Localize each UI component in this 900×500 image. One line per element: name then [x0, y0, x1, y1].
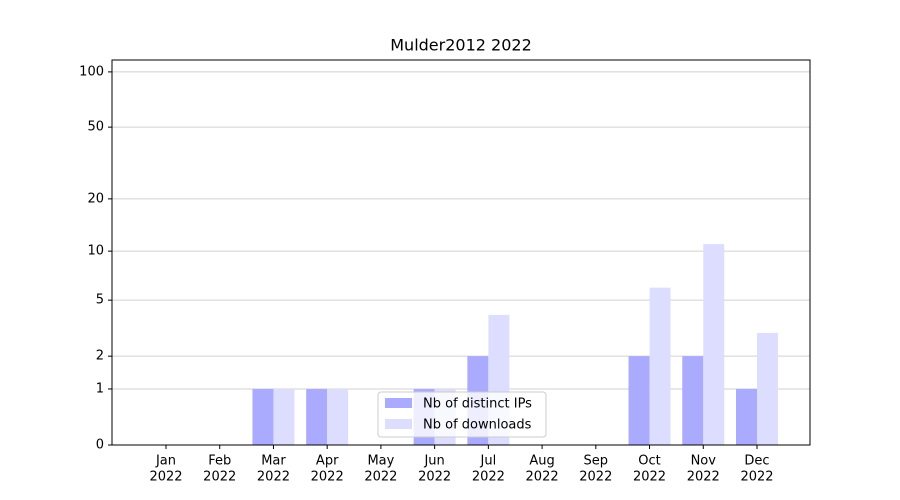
x-tick-label: Sep	[584, 454, 609, 469]
x-tick-label: Feb	[208, 454, 231, 469]
x-tick-label: 2022	[740, 470, 773, 485]
y-tick-label: 20	[87, 191, 104, 206]
y-tick-label: 50	[87, 120, 104, 135]
x-tick-label: 2022	[418, 470, 451, 485]
y-tick-label: 2	[96, 349, 104, 364]
bar	[628, 356, 650, 445]
x-tick-label: 2022	[472, 470, 505, 485]
y-tick-label: 5	[96, 293, 104, 308]
x-tick-label: 2022	[311, 470, 344, 485]
y-tick-label: 0	[96, 438, 104, 453]
x-tick-label: Apr	[316, 454, 339, 469]
plot-frame	[111, 59, 811, 446]
x-tick-label: May	[367, 454, 394, 469]
x-tick-label: 2022	[526, 470, 559, 485]
x-tick-label: Oct	[638, 454, 660, 469]
x-tick-label: 2022	[687, 470, 720, 485]
legend-label: Nb of distinct IPs	[423, 397, 532, 412]
x-tick-label: Jan	[155, 454, 176, 469]
bar	[327, 388, 349, 445]
bar	[649, 287, 671, 445]
bar	[306, 388, 328, 445]
y-tick-label: 1	[96, 381, 104, 396]
legend: Nb of distinct IPs Nb of downloads	[377, 391, 547, 438]
x-tick-label: Aug	[529, 454, 554, 469]
x-tick-label: 2022	[579, 470, 612, 485]
x-tick-label: Mar	[261, 454, 286, 469]
x-tick-label: 2022	[364, 470, 397, 485]
bar	[703, 244, 725, 445]
bars	[252, 244, 778, 445]
legend-swatch	[385, 419, 412, 429]
bar	[682, 356, 704, 445]
bar	[252, 388, 274, 445]
x-tick-label: Jul	[480, 454, 497, 469]
legend-box	[377, 391, 547, 438]
x-tick-label: 2022	[257, 470, 290, 485]
bar	[757, 332, 778, 445]
bar	[736, 388, 757, 445]
x-tick-label: Jun	[423, 454, 444, 469]
x-tick-label: 2022	[149, 470, 182, 485]
bar	[273, 388, 295, 445]
legend-label: Nb of downloads	[423, 418, 532, 433]
x-tick-label: Nov	[691, 454, 717, 469]
x-tick-label: Dec	[744, 454, 769, 469]
y-tick-label: 10	[87, 244, 104, 259]
legend-swatch	[385, 398, 412, 408]
chart-title: Mulder2012 2022	[390, 36, 532, 55]
axes: 0125102050100Jan2022Feb2022Mar2022Apr202…	[79, 64, 773, 484]
x-tick-label: 2022	[203, 470, 236, 485]
x-tick-label: 2022	[633, 470, 666, 485]
y-tick-label: 100	[79, 64, 104, 79]
